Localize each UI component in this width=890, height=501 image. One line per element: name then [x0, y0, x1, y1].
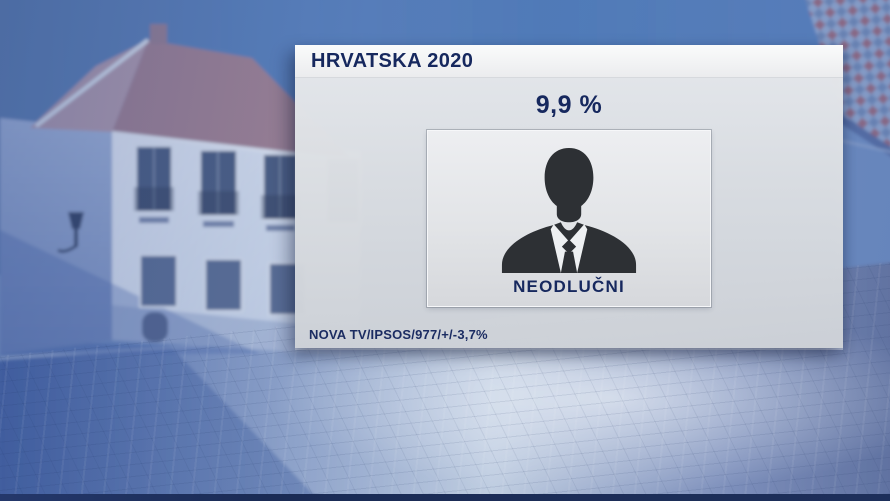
source-line: NOVA TV/IPSOS/977/+/-3,7%	[309, 327, 488, 342]
stat-value: 9,9 %	[535, 91, 603, 119]
card-header: HRVATSKA 2020	[295, 45, 843, 78]
bottom-bar	[0, 494, 890, 501]
photo-box: NEODLUČNI	[427, 130, 711, 307]
poll-card: HRVATSKA 2020 9,9 % NEODLUČNI NOVA TV/IP…	[295, 45, 843, 348]
card-title: HRVATSKA 2020	[311, 49, 474, 72]
stat-label: NEODLUČNI	[513, 277, 625, 296]
person-silhouette-icon	[501, 148, 637, 273]
